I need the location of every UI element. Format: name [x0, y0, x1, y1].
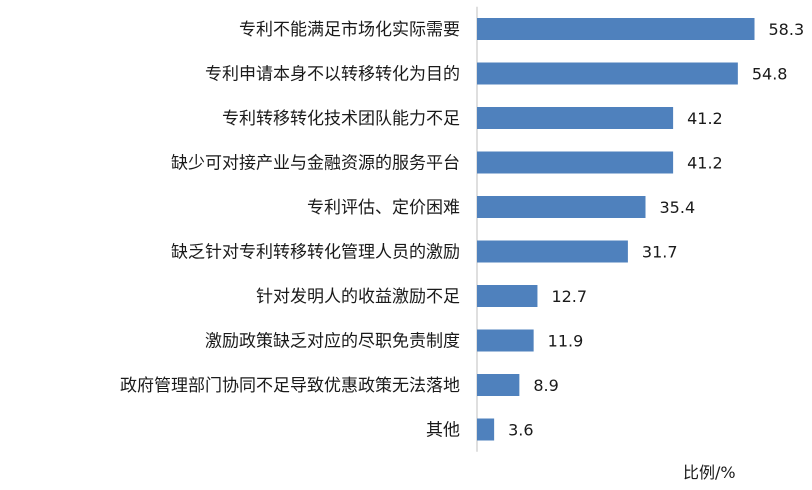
bar	[477, 62, 738, 85]
value-label: 35.4	[660, 198, 696, 217]
bar	[477, 240, 628, 263]
x-axis-title: 比例/%	[683, 463, 736, 482]
category-label: 缺乏针对专利转移转化管理人员的激励	[171, 243, 460, 263]
bar	[477, 107, 674, 129]
category-label: 针对发明人的收益激励不足	[256, 287, 460, 307]
value-label: 58.3	[769, 20, 805, 39]
value-label: 54.8	[752, 65, 788, 84]
bar	[477, 418, 495, 441]
value-labels-group: 58.3 54.8 41.2 41.2 35.4 31.7 12.7 11.9 8.9 3.6	[508, 20, 804, 440]
category-label: 专利不能满足市场化实际需要	[239, 20, 460, 40]
bar	[477, 151, 674, 174]
bar	[477, 285, 538, 307]
bar	[477, 196, 646, 218]
value-label: 41.2	[687, 154, 723, 173]
category-label: 专利转移转化技术团队能力不足	[222, 109, 460, 129]
bar	[477, 329, 534, 352]
bar	[477, 18, 755, 40]
category-label: 其他	[426, 421, 460, 441]
bar	[477, 374, 520, 396]
category-label: 专利评估、定价困难	[307, 198, 460, 218]
category-label: 专利申请本身不以转移转化为目的	[205, 65, 460, 85]
category-label: 政府管理部门协同不足导致优惠政策无法落地	[120, 376, 460, 396]
value-label: 3.6	[508, 421, 533, 440]
category-label: 缺少可对接产业与金融资源的服务平台	[171, 154, 460, 174]
value-label: 11.9	[548, 332, 584, 351]
value-label: 41.2	[687, 109, 723, 128]
value-label: 8.9	[533, 376, 558, 395]
category-labels-group: 专利不能满足市场化实际需要专利申请本身不以转移转化为目的专利转移转化技术团队能力…	[120, 20, 460, 441]
bars-group	[477, 18, 755, 441]
value-label: 12.7	[551, 287, 587, 306]
value-label: 31.7	[642, 243, 678, 262]
category-label: 激励政策缺乏对应的尽职免责制度	[205, 332, 460, 352]
